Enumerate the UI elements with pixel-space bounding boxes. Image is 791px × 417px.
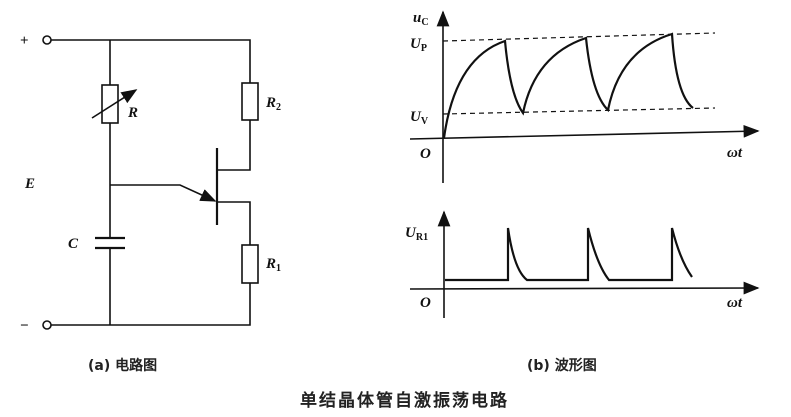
plus-terminal [42, 35, 52, 45]
waveform: uC UP UV O ωt UR1 O ωt (b) 波形图 [405, 10, 760, 374]
waveform-caption: (b) 波形图 [527, 357, 597, 374]
circuit: + − E C R R2 R1 (a) 电路图 [20, 33, 281, 374]
minus-terminal [42, 320, 52, 330]
variable-arrow-icon [91, 89, 138, 119]
capacitor-label: C [68, 236, 79, 252]
top-x-axis-label: ωt [727, 145, 743, 161]
bottom-wire [51, 283, 251, 326]
top-origin-label: O [420, 146, 431, 162]
capacitor-voltage-curve [442, 32, 694, 139]
uv-dashed-line [442, 107, 716, 115]
up-label: UP [410, 36, 427, 54]
base1-wire [218, 201, 251, 245]
variable-resistor [101, 84, 119, 124]
resistor-r1 [241, 244, 259, 284]
r2-label: R2 [265, 95, 281, 113]
uv-label: UV [410, 109, 429, 127]
circuit-caption: (a) 电路图 [88, 357, 157, 374]
plus-label: + [20, 33, 29, 49]
resistor-r2 [241, 82, 259, 121]
bottom-origin-label: O [420, 295, 431, 311]
r1-label: R1 [265, 256, 281, 274]
figure-title: 单结晶体管自激振荡电路 [300, 390, 509, 411]
minus-label: − [20, 318, 29, 334]
bottom-x-axis-label: ωt [727, 295, 743, 311]
top-x-axis [409, 124, 760, 140]
bottom-y-axis-label: UR1 [405, 225, 428, 243]
source-label: E [24, 176, 35, 192]
r2-to-base2-wire [218, 120, 251, 171]
top-wire [51, 39, 251, 83]
variable-resistor-label: R [127, 105, 138, 121]
top-y-axis-label: uC [413, 10, 429, 28]
emitter-wire [110, 184, 217, 202]
bottom-x-axis [409, 281, 760, 295]
r1-voltage-curve [445, 227, 693, 282]
